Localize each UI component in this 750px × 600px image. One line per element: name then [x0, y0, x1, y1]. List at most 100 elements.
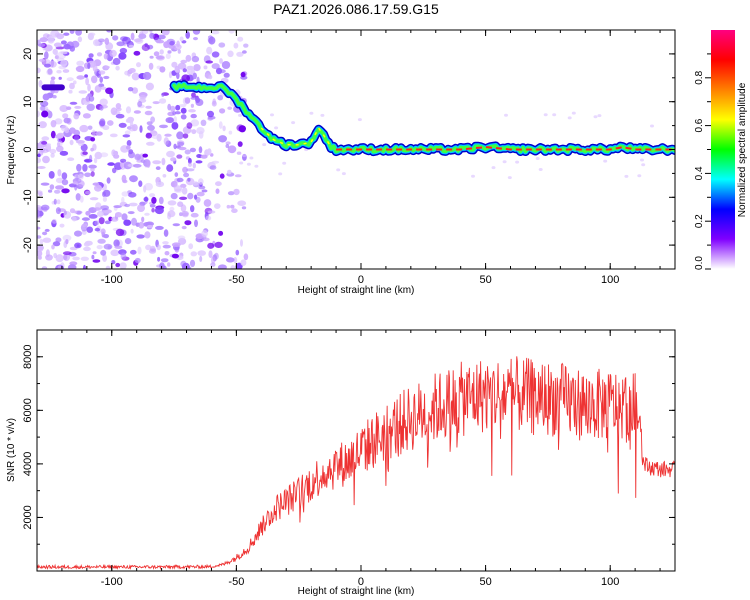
noise-speck	[191, 55, 200, 63]
noise-speck	[236, 151, 242, 155]
noise-speck	[233, 188, 240, 196]
noise-speck	[73, 80, 77, 85]
spectrogram-x-label: Height of straight line (km)	[298, 285, 415, 296]
noise-speck	[38, 58, 45, 62]
noise-speck	[115, 103, 122, 110]
noise-speck	[168, 45, 176, 49]
noise-speck	[221, 61, 231, 69]
noise-speck	[54, 118, 63, 125]
y-tick-label: 0	[22, 146, 34, 152]
noise-speck	[69, 208, 76, 214]
noise-speck	[160, 258, 169, 263]
noise-speck	[169, 40, 175, 46]
noise-speck	[162, 174, 167, 178]
spectrogram-x-axis: -100 -50 0 50 100	[61, 30, 661, 286]
noise-speck	[178, 104, 187, 108]
noise-speck	[270, 113, 274, 117]
x-tick-label: 50	[479, 274, 491, 286]
noise-speck	[49, 148, 57, 154]
noise-speck	[88, 95, 95, 102]
noise-speck	[225, 141, 231, 145]
noise-speck	[165, 53, 171, 60]
noise-speck	[149, 32, 155, 39]
noise-speck	[198, 185, 206, 190]
noise-speck	[147, 124, 155, 131]
noise-speck	[240, 239, 243, 247]
noise-speck	[203, 65, 208, 70]
noise-speck	[191, 129, 197, 135]
noise-speck	[507, 176, 512, 180]
noise-speck	[179, 36, 184, 42]
noise-speck	[177, 201, 184, 207]
noise-speck	[149, 55, 154, 59]
noise-speck	[52, 48, 58, 55]
noise-speck	[76, 163, 82, 172]
noise-speck	[262, 143, 267, 147]
noise-speck	[94, 227, 101, 232]
noise-speck	[171, 121, 179, 130]
noise-speck	[119, 262, 127, 269]
noise-speck	[148, 62, 154, 70]
noise-speck	[161, 157, 166, 166]
y-tick-label: 20	[22, 48, 34, 60]
noise-speck	[159, 124, 168, 129]
noise-speck	[82, 223, 88, 228]
noise-speck	[72, 181, 78, 185]
noise-speck	[100, 205, 109, 211]
noise-speck	[59, 223, 65, 228]
noise-speck	[173, 185, 182, 192]
noise-speck	[167, 103, 172, 111]
noise-speck	[133, 38, 142, 43]
noise-speck	[82, 113, 91, 119]
noise-speck	[142, 71, 152, 80]
noise-speck	[156, 244, 161, 251]
noise-speck	[42, 33, 50, 39]
noise-speck	[139, 95, 147, 100]
noise-speck	[60, 51, 68, 55]
noise-speck	[102, 125, 110, 131]
noise-speck	[515, 160, 520, 164]
noise-speck	[62, 234, 72, 242]
noise-speck	[249, 156, 254, 160]
noise-speck	[207, 117, 213, 121]
noise-speck	[211, 63, 220, 70]
noise-speck	[88, 164, 97, 169]
noise-speck	[41, 266, 48, 269]
noise-speck	[90, 168, 95, 172]
noise-speck	[341, 172, 346, 176]
noise-speck	[535, 157, 540, 160]
noise-speck	[58, 65, 67, 70]
noise-speck	[180, 183, 187, 188]
noise-speck	[69, 129, 78, 134]
noise-speck	[99, 105, 104, 111]
noise-speck	[120, 36, 128, 42]
noise-speck	[109, 133, 118, 138]
noise-speck	[243, 43, 249, 48]
noise-speck	[198, 178, 204, 185]
noise-speck	[142, 153, 148, 158]
noise-speck	[88, 53, 94, 58]
noise-speck	[194, 219, 198, 228]
noise-speck	[96, 52, 103, 57]
noise-speck	[115, 262, 121, 268]
noise-speck	[242, 50, 247, 54]
y-tick-label: 2000	[22, 505, 34, 529]
noise-speck	[84, 74, 88, 78]
ridge-core	[336, 146, 675, 151]
noise-speck	[177, 141, 185, 146]
colorbar-label: Normalized spectral amplitude	[737, 82, 748, 217]
noise-speck	[146, 224, 154, 229]
colorbar-gradient	[711, 30, 735, 269]
noise-speck	[163, 137, 169, 146]
noise-speck	[113, 239, 120, 248]
noise-speck	[181, 262, 190, 269]
noise-speck	[118, 52, 127, 60]
noise-speck	[110, 249, 120, 257]
noise-speck	[37, 143, 42, 149]
ridge-core-yellow	[260, 126, 332, 148]
noise-speck	[47, 35, 55, 44]
noise-speck	[169, 206, 175, 212]
noise-speck	[118, 122, 127, 128]
noise-speck	[145, 244, 152, 251]
noise-speck	[228, 30, 235, 34]
